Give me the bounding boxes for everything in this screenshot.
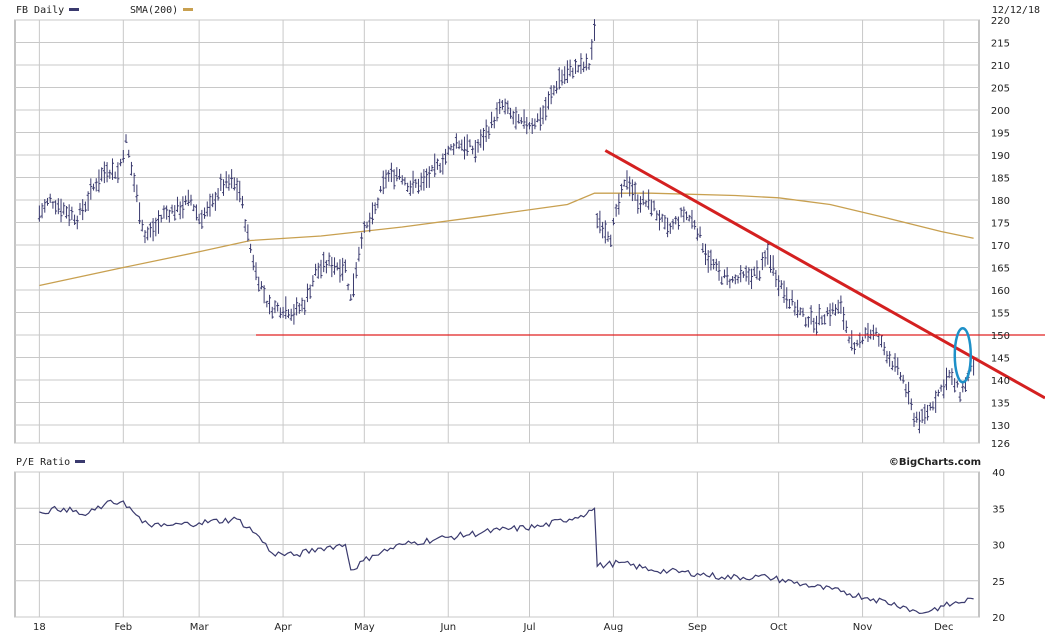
pe-y-tick-label: 20 [992, 613, 1005, 624]
price-y-tick-label: 126 [991, 439, 1010, 450]
pe-y-tick-label: 40 [992, 468, 1005, 479]
x-tick-label: Feb [114, 622, 132, 633]
price-y-tick-label: 195 [991, 129, 1010, 140]
price-y-tick-label: 205 [991, 84, 1010, 95]
sma-legend-swatch [183, 8, 193, 11]
price-y-tick-label: 175 [991, 219, 1010, 230]
price-y-tick-label: 190 [991, 151, 1010, 162]
x-tick-label: Mar [190, 622, 210, 633]
price-y-tick-label: 210 [991, 61, 1010, 72]
price-y-tick-label: 180 [991, 196, 1010, 207]
price-y-ticks: 126 130 135 140 145 150 155 160 165 170 175 180 185 1… [991, 16, 1010, 450]
pe-y-ticks: 20 25 30 35 40 [992, 468, 1005, 624]
price-y-tick-label: 135 [991, 399, 1010, 410]
x-tick-label: Aug [604, 622, 624, 633]
price-grid [15, 19, 979, 444]
pe-y-tick-label: 35 [992, 504, 1005, 515]
chart-date: 12/12/18 [992, 5, 1040, 16]
x-tick-label: 18 [33, 622, 46, 633]
pe-ratio-line [39, 499, 974, 615]
x-tick-label: Nov [853, 622, 873, 633]
price-y-tick-label: 215 [991, 39, 1010, 50]
watermark: ©BigCharts.com [889, 457, 981, 468]
x-tick-label: Jul [522, 622, 535, 633]
x-tick-label: Sep [688, 622, 707, 633]
pe-grid [15, 471, 979, 618]
x-tick-label: Oct [770, 622, 787, 633]
price-y-tick-label: 150 [991, 331, 1010, 342]
x-tick-label: Apr [274, 622, 292, 633]
sma-200-line [39, 192, 974, 287]
price-y-tick-label: 165 [991, 264, 1010, 275]
sma-legend-label: SMA(200) [130, 5, 178, 16]
price-y-tick-label: 140 [991, 376, 1010, 387]
price-y-tick-label: 145 [991, 354, 1010, 365]
price-y-tick-label: 170 [991, 241, 1010, 252]
symbol-legend-swatch [69, 8, 79, 11]
price-y-tick-label: 160 [991, 286, 1010, 297]
symbol-legend-label: FB Daily [16, 5, 64, 16]
sma-layer [39, 192, 974, 287]
breakout-ellipse [953, 327, 973, 384]
x-tick-label: Dec [934, 622, 953, 633]
x-tick-label: May [354, 622, 375, 633]
price-y-tick-label: 155 [991, 309, 1010, 320]
price-y-tick-label: 130 [991, 421, 1010, 432]
overlay-layer [256, 149, 1045, 400]
pe-y-tick-label: 30 [992, 541, 1005, 552]
pe-legend-label: P/E Ratio [16, 457, 70, 468]
pe-layer [39, 499, 974, 615]
price-y-tick-label: 200 [991, 106, 1010, 117]
price-panel-frame [14, 19, 980, 444]
pe-legend-swatch [75, 460, 85, 463]
x-tick-label: Jun [439, 622, 456, 633]
price-y-tick-label: 220 [991, 16, 1010, 27]
x-axis-ticks: 18 Feb Mar Apr May Jun Jul Aug Sep Oct Nov Dec [33, 622, 953, 633]
price-y-tick-label: 185 [991, 174, 1010, 185]
pe-y-tick-label: 25 [992, 577, 1005, 588]
price-bars-layer [37, 19, 975, 434]
